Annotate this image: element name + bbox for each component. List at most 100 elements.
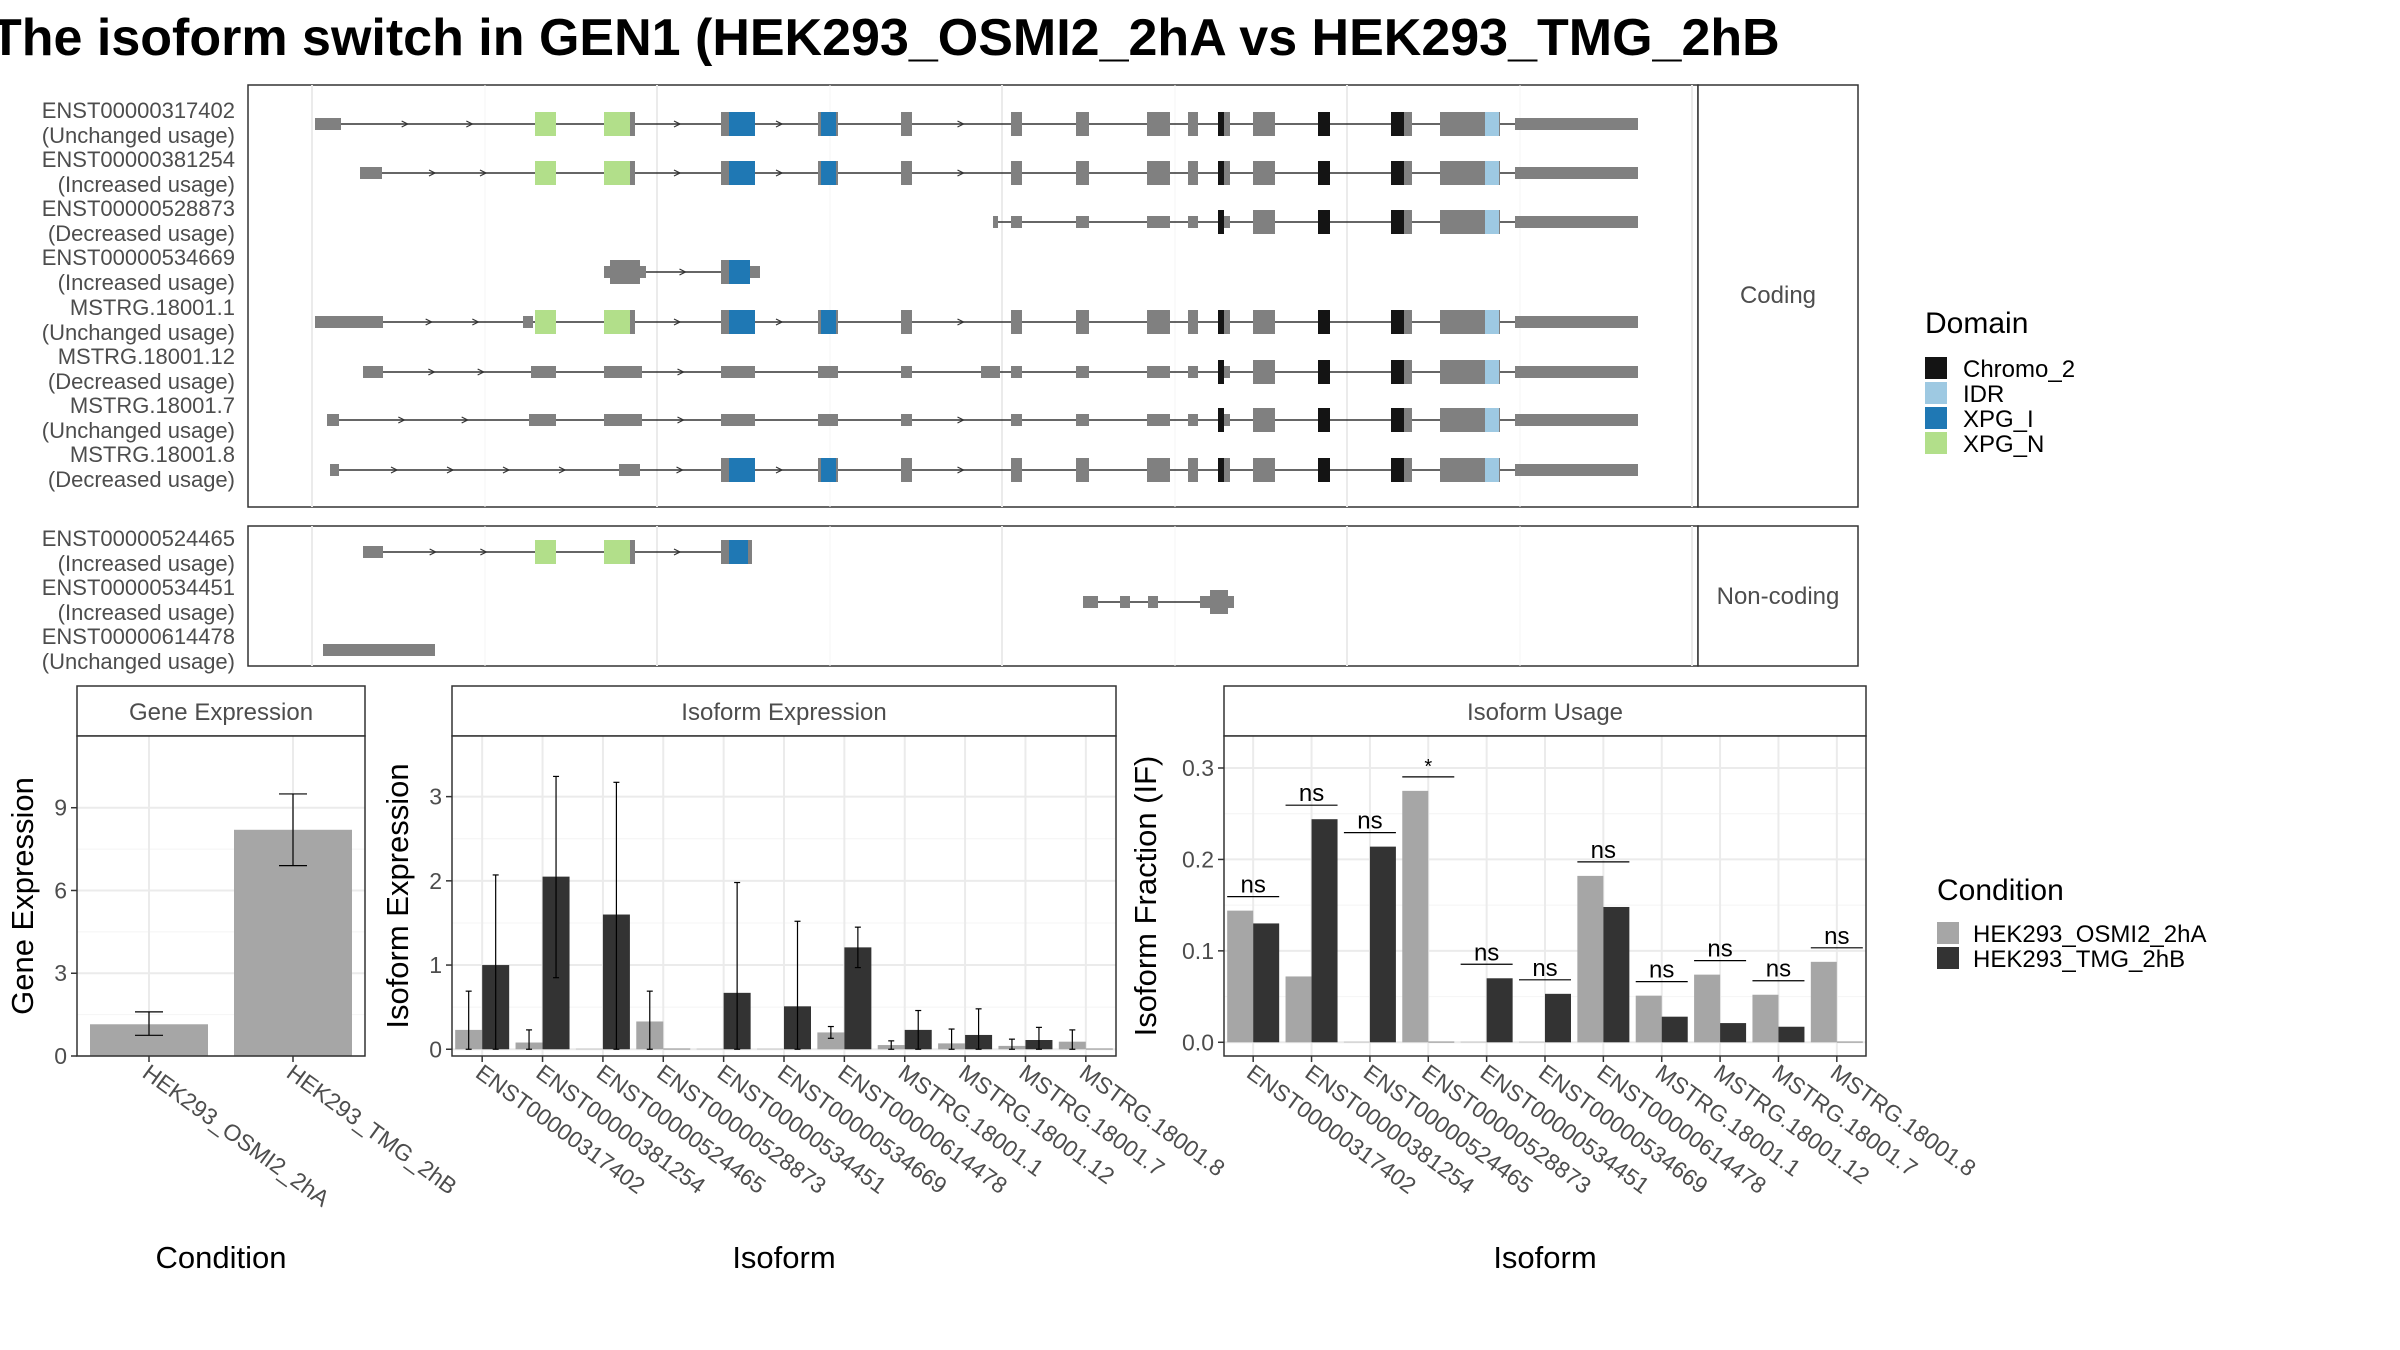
intron-direction-arrow bbox=[429, 548, 438, 556]
domain-chromo2 bbox=[1391, 112, 1404, 136]
exon bbox=[1220, 112, 1230, 136]
legend-swatch-chromo2 bbox=[1925, 357, 1947, 379]
intron-direction-arrow bbox=[428, 368, 436, 376]
bar-osmi2-4 bbox=[696, 1048, 724, 1050]
exon bbox=[1011, 216, 1022, 228]
coding-facet-label: Coding bbox=[1740, 282, 1816, 309]
intron-direction-arrow bbox=[775, 318, 784, 326]
domain-chromo2 bbox=[1318, 112, 1330, 136]
domain-xpg_n bbox=[535, 540, 556, 564]
gene-expression-xlabel: Condition bbox=[156, 1240, 287, 1275]
bar-osmi2-8 bbox=[1694, 974, 1721, 1043]
transcript-track-3 bbox=[604, 260, 760, 284]
transcript-track-5 bbox=[363, 360, 1638, 384]
noncoding-facet-strip bbox=[1697, 525, 1859, 667]
legend-label-osmi2: HEK293_OSMI2_2hA bbox=[1973, 921, 2206, 948]
domain-xpg_n bbox=[604, 540, 630, 564]
exon bbox=[818, 366, 838, 378]
exon bbox=[315, 316, 383, 328]
exon bbox=[1147, 458, 1170, 482]
exon bbox=[1188, 216, 1198, 228]
y-tick-label: 1 bbox=[429, 952, 442, 978]
y-tick-label: 9 bbox=[54, 795, 67, 821]
exon bbox=[1011, 112, 1022, 136]
significance-label: ns bbox=[1707, 936, 1732, 963]
bar-tmg-5 bbox=[1545, 993, 1571, 1043]
bar-tmg-7 bbox=[1661, 1016, 1688, 1043]
exon bbox=[1515, 464, 1638, 476]
exon bbox=[323, 644, 435, 656]
exon bbox=[604, 414, 642, 426]
bar-tmg-0 bbox=[1253, 923, 1280, 1043]
bar-osmi2-2 bbox=[1343, 1041, 1370, 1043]
domain-idr bbox=[1485, 210, 1499, 234]
intron-direction-arrow bbox=[390, 466, 399, 474]
exon bbox=[1148, 596, 1158, 608]
intron-direction-arrow bbox=[479, 169, 488, 177]
y-tick-label: 0.3 bbox=[1182, 755, 1214, 781]
isoform-expression-strip bbox=[451, 685, 1117, 737]
bar-tmg-3 bbox=[663, 1048, 691, 1050]
significance-label: * bbox=[1424, 756, 1432, 778]
exon bbox=[1220, 414, 1230, 426]
exon bbox=[327, 414, 339, 426]
transcript-structure-panel: Coding Non-coding ENST00000317402 (Uncha… bbox=[42, 84, 1859, 674]
domain-xpg_n bbox=[535, 310, 556, 334]
intron-direction-arrow bbox=[398, 416, 406, 424]
y-tick-label: 0 bbox=[429, 1036, 442, 1062]
exon bbox=[1076, 161, 1089, 185]
legend-label-chromo2: Chromo_2 bbox=[1963, 356, 2075, 383]
transcript-track-6 bbox=[327, 408, 1638, 432]
exon bbox=[1253, 458, 1275, 482]
exon bbox=[1220, 216, 1230, 228]
domain-xpg_i bbox=[821, 310, 836, 334]
exon bbox=[901, 414, 912, 426]
exon bbox=[1076, 414, 1089, 426]
domain-chromo2 bbox=[1391, 408, 1404, 432]
intron-direction-arrow bbox=[957, 416, 965, 424]
domain-chromo2 bbox=[1218, 408, 1224, 432]
bar-tmg-10 bbox=[1085, 1048, 1113, 1050]
exon bbox=[1011, 366, 1022, 378]
y-tick-label: 3 bbox=[429, 784, 442, 810]
noncoding-label-id-0: ENST00000524465 bbox=[42, 526, 235, 551]
bar-tmg-8 bbox=[1720, 1023, 1747, 1043]
exon bbox=[1147, 161, 1170, 185]
noncoding-label-usage-1: (Increased usage) bbox=[58, 600, 235, 625]
exon bbox=[604, 366, 642, 378]
gene-expression-ylabel: Gene Expression bbox=[5, 777, 40, 1015]
legend-swatch-tmg bbox=[1937, 947, 1959, 969]
domain-chromo2 bbox=[1391, 210, 1404, 234]
transcript-track-2 bbox=[993, 210, 1638, 234]
bar-tmg-4 bbox=[1486, 978, 1513, 1043]
intron-direction-arrow bbox=[957, 318, 965, 326]
transcript-track-9 bbox=[1083, 590, 1234, 614]
exon bbox=[1076, 458, 1089, 482]
coding-label-id-4: MSTRG.18001.1 bbox=[70, 295, 235, 320]
domain-xpg_n bbox=[604, 310, 630, 334]
transcript-track-8 bbox=[363, 540, 752, 564]
domain-chromo2 bbox=[1391, 161, 1404, 185]
exon bbox=[1228, 596, 1234, 608]
exon bbox=[1515, 414, 1638, 426]
exon bbox=[610, 260, 640, 284]
exon bbox=[1188, 458, 1198, 482]
coding-label-id-5: MSTRG.18001.12 bbox=[58, 344, 235, 369]
domain-idr bbox=[1485, 310, 1499, 334]
exon bbox=[523, 316, 533, 328]
bar-osmi2-5 bbox=[1519, 1041, 1545, 1043]
coding-label-id-0: ENST00000317402 bbox=[42, 98, 235, 123]
bar-tmg-3 bbox=[1428, 1041, 1455, 1043]
y-tick-label: 0 bbox=[54, 1043, 67, 1069]
exon bbox=[901, 161, 912, 185]
coding-label-usage-1: (Increased usage) bbox=[58, 172, 235, 197]
exon bbox=[1515, 216, 1638, 228]
y-tick-label: 0.2 bbox=[1182, 846, 1214, 872]
condition-legend: Condition HEK293_OSMI2_2hA HEK293_TMG_2h… bbox=[1937, 874, 2206, 973]
transcript-track-0 bbox=[315, 112, 1638, 136]
exon bbox=[1011, 310, 1022, 334]
domain-xpg_n bbox=[604, 112, 630, 136]
exon bbox=[1220, 310, 1230, 334]
bar-tmg-2 bbox=[1369, 846, 1396, 1043]
y-tick-label: 0.0 bbox=[1182, 1029, 1214, 1055]
